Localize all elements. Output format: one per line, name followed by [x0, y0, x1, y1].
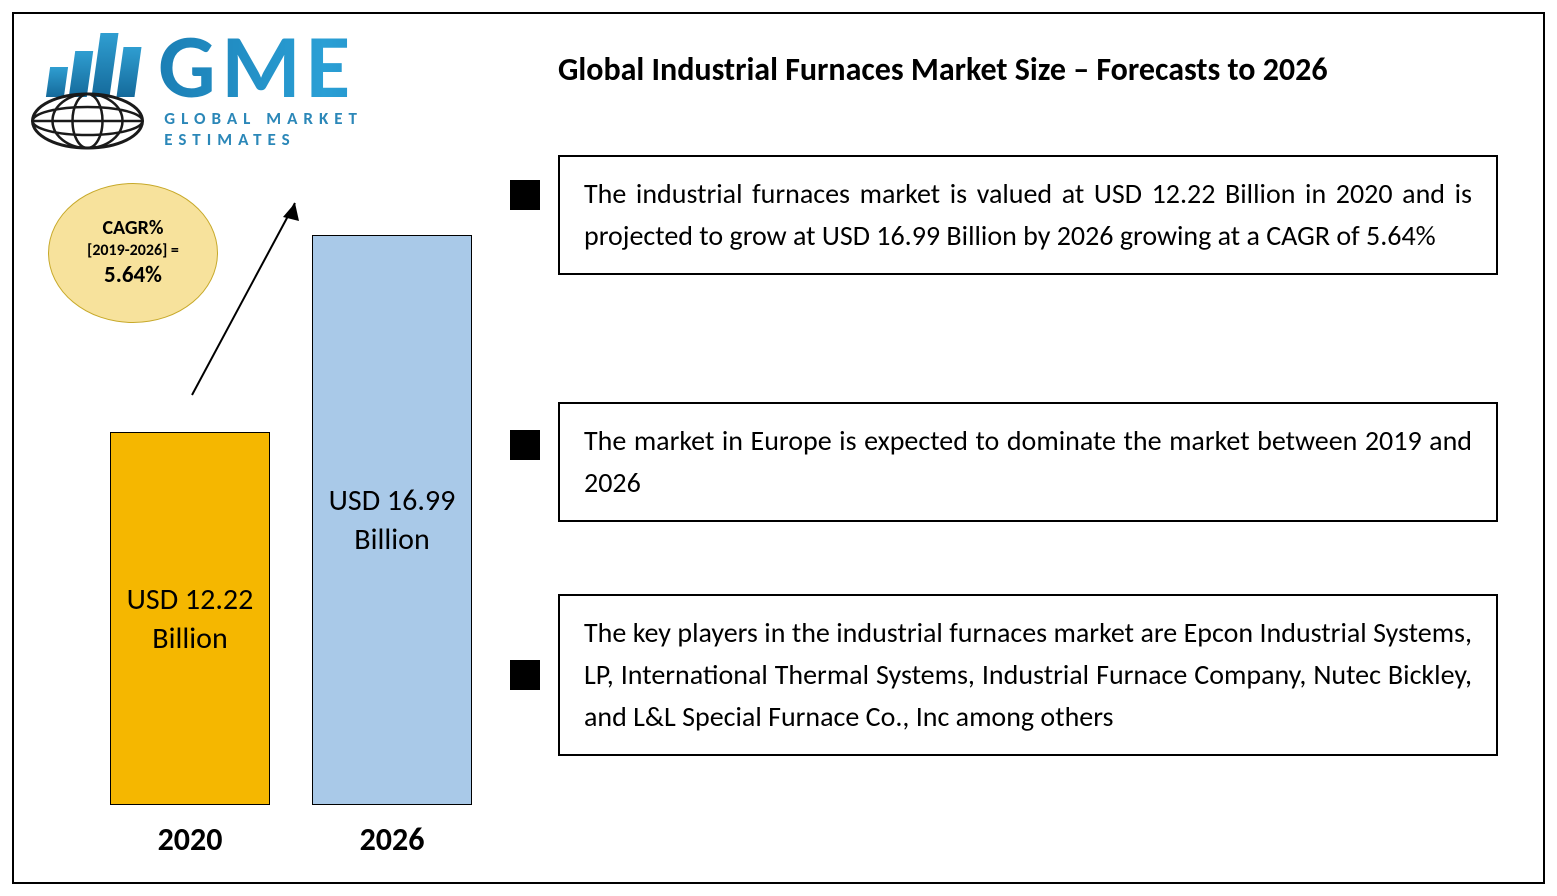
bullet-1: [510, 180, 540, 210]
note-2: The market in Europe is expected to domi…: [558, 402, 1498, 522]
page-title: Global Industrial Furnaces Market Size –…: [558, 48, 1498, 91]
logo-gme-text: GME: [158, 27, 490, 108]
note-1: The industrial furnaces market is valued…: [558, 155, 1498, 275]
logo-bar-2: [69, 51, 93, 97]
gme-logo: GME GLOBAL MARKET ESTIMATES: [30, 18, 490, 158]
bar-2020: USD 12.22 Billion: [110, 432, 270, 805]
bars-wrap: USD 12.22 Billion USD 16.99 Billion: [110, 235, 472, 805]
axis-label-2020: 2020: [110, 820, 270, 859]
bar-2020-label: USD 12.22 Billion: [121, 580, 259, 658]
logo-bar-3: [92, 33, 119, 97]
bullet-2: [510, 430, 540, 460]
logo-tagline: GLOBAL MARKET ESTIMATES: [158, 108, 490, 150]
axis-label-2026: 2026: [312, 820, 472, 859]
bar-2026-label: USD 16.99 Billion: [323, 481, 461, 559]
logo-text: GME GLOBAL MARKET ESTIMATES: [158, 27, 490, 150]
bar-2026: USD 16.99 Billion: [312, 235, 472, 805]
logo-bars: [48, 27, 138, 97]
logo-mark: [30, 27, 140, 150]
logo-bar-4: [116, 47, 141, 97]
bullet-3: [510, 660, 540, 690]
globe-icon: [30, 92, 145, 150]
bar-chart: CAGR% [2019-2026] = 5.64% USD 12.22 Bill…: [40, 175, 510, 865]
note-3: The key players in the industrial furnac…: [558, 594, 1498, 756]
